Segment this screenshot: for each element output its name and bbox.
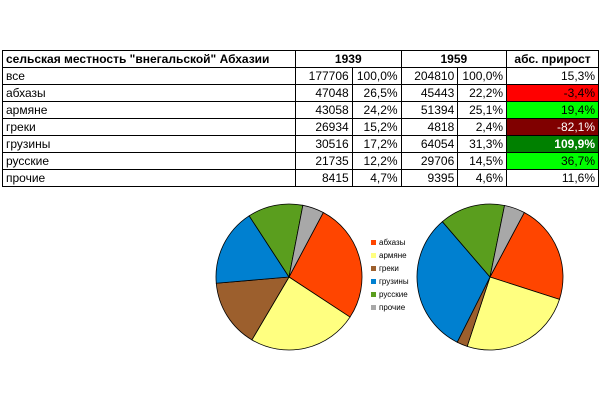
growth-cell: -82,1%	[506, 118, 599, 136]
pie-slice-прочие	[288, 204, 324, 278]
row-label: прочие	[2, 169, 296, 187]
pie-slice-русские	[441, 203, 506, 278]
share-1959: 22,2%	[457, 84, 508, 102]
value-1959: 9395	[400, 169, 459, 187]
value-1939: 21735	[295, 152, 353, 170]
legend-swatch	[371, 305, 376, 310]
pie-slice-грузины	[416, 221, 491, 343]
share-1959: 31,3%	[457, 135, 508, 153]
pie-slice-абхазы	[489, 211, 564, 300]
growth-cell: -3,4%	[506, 84, 599, 102]
value-1959: 64054	[400, 135, 459, 153]
growth-cell: 19,4%	[506, 101, 599, 119]
legend-label: абхазы	[379, 238, 406, 247]
legend-label: грузины	[379, 277, 409, 286]
value-1939: 177706	[295, 67, 353, 85]
row-label: грузины	[2, 135, 296, 153]
table-row: грузины 30516 17,2% 64054 31,3% 109,9%	[2, 135, 599, 153]
table-row: прочие 8415 4,7% 9395 4,6% 11,6%	[2, 169, 599, 187]
share-1939: 17,2%	[351, 135, 402, 153]
share-1939: 15,2%	[351, 118, 402, 136]
growth-cell: 15,3%	[506, 67, 599, 85]
pie-slice-армяне	[466, 276, 560, 351]
share-1939: 4,7%	[351, 169, 402, 187]
chart-legend: абхазы армяне греки грузины русские прочие	[371, 238, 409, 312]
pie-slice-греки	[215, 276, 290, 341]
pie-slice-армяне	[251, 276, 351, 351]
legend-swatch	[371, 266, 376, 271]
pie-slice-абхазы	[288, 211, 363, 318]
table-row: все 177706 100,0% 204810 100,0% 15,3%	[2, 67, 599, 85]
legend-swatch	[371, 240, 376, 245]
legend-label: прочие	[379, 303, 406, 312]
pie-chart-1939	[215, 203, 363, 351]
table-row: абхазы 47048 26,5% 45443 22,2% -3,4%	[2, 84, 599, 102]
growth-cell: 11,6%	[506, 169, 599, 187]
table-row: русские 21735 12,2% 29706 14,5% 36,7%	[2, 152, 599, 170]
pie-chart-1959	[416, 203, 564, 351]
legend-label: русские	[379, 290, 408, 299]
legend-swatch	[371, 279, 376, 284]
growth-cell: 36,7%	[506, 152, 599, 170]
share-1959: 4,6%	[457, 169, 508, 187]
legend-swatch	[371, 292, 376, 297]
pie-slice-грузины	[215, 215, 290, 284]
value-1939: 8415	[295, 169, 353, 187]
share-1939: 12,2%	[351, 152, 402, 170]
value-1939: 30516	[295, 135, 353, 153]
data-table: сельская местность "внегальской" Абхазии…	[2, 50, 599, 187]
value-1939: 26934	[295, 118, 353, 136]
legend-swatch	[371, 253, 376, 258]
legend-label: армяне	[379, 251, 407, 260]
legend-label: греки	[379, 264, 399, 273]
share-1959: 2,4%	[457, 118, 508, 136]
table-header-row: сельская местность "внегальской" Абхазии…	[2, 50, 599, 68]
pie-slice-прочие	[489, 204, 525, 278]
